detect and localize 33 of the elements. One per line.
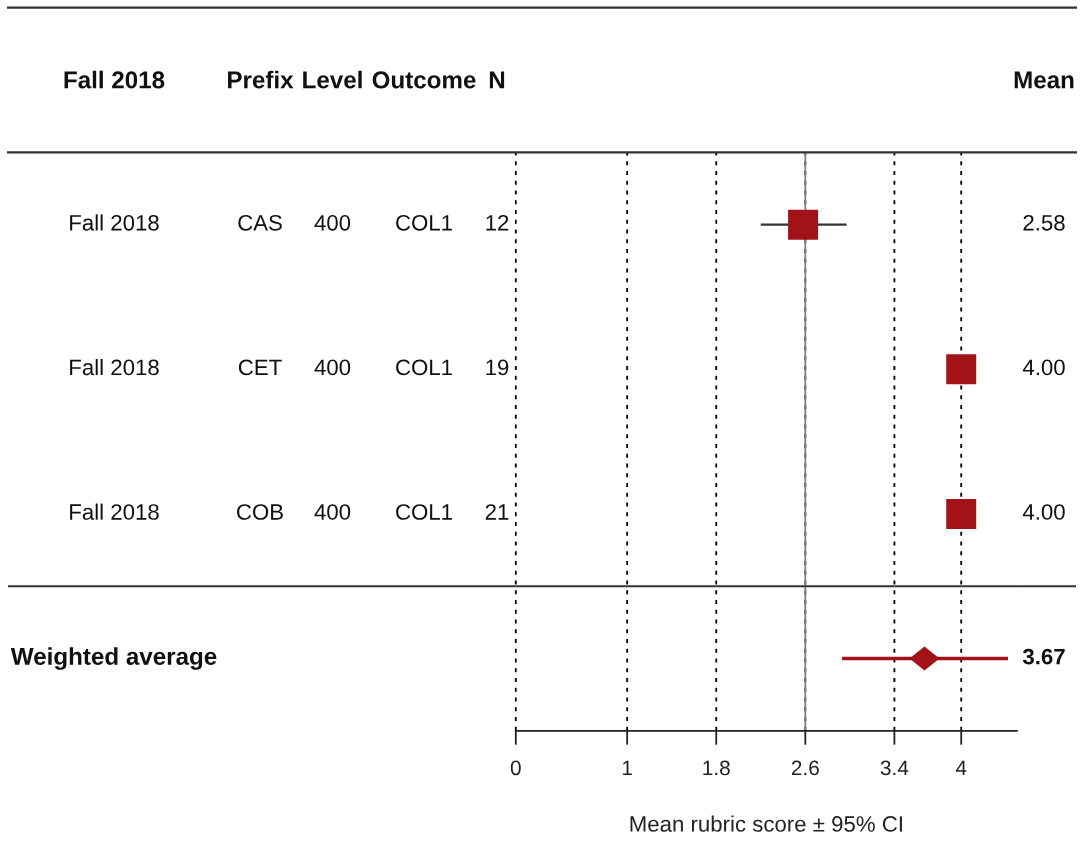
text: Fall 2018 bbox=[64, 70, 165, 89]
data-label: 4.00 bbox=[1022, 504, 1065, 520]
x-axis-title: Mean rubric score ± 95% CI bbox=[630, 815, 902, 832]
data-label: 2.58 bbox=[1023, 214, 1065, 231]
text: COB bbox=[237, 504, 283, 520]
text: 21 bbox=[485, 504, 509, 520]
text: CAS bbox=[238, 214, 282, 231]
text: 400 bbox=[314, 504, 351, 520]
text: 12 bbox=[486, 214, 509, 231]
x-tick-label: 1.8 bbox=[703, 760, 730, 776]
text: CET bbox=[238, 359, 282, 376]
text: Mean bbox=[1014, 71, 1074, 89]
text: COL1 bbox=[396, 504, 452, 520]
text: Fall 2018 bbox=[70, 503, 159, 520]
text: 3.67 bbox=[1022, 648, 1065, 665]
x-tick-label: 2.6 bbox=[791, 760, 819, 776]
text: 19 bbox=[486, 359, 509, 376]
text: Prefix bbox=[228, 70, 294, 89]
text: Outcome bbox=[372, 71, 476, 89]
text: COL1 bbox=[396, 214, 452, 231]
text: 400 bbox=[314, 214, 351, 231]
text: N bbox=[489, 71, 505, 89]
data-label: 4.00 bbox=[1022, 359, 1065, 376]
x-tick-label: 1 bbox=[622, 760, 632, 776]
text: Fall 2018 bbox=[70, 358, 159, 376]
text: 400 bbox=[314, 359, 351, 376]
text: Level bbox=[303, 70, 362, 89]
x-tick-label: 4 bbox=[955, 760, 967, 776]
text: Weighted average bbox=[10, 647, 217, 670]
x-tick-label: 0 bbox=[510, 760, 521, 776]
x-tick-label: 3.4 bbox=[880, 760, 909, 776]
text: Fall 2018 bbox=[70, 214, 159, 231]
text: COL1 bbox=[396, 359, 452, 376]
